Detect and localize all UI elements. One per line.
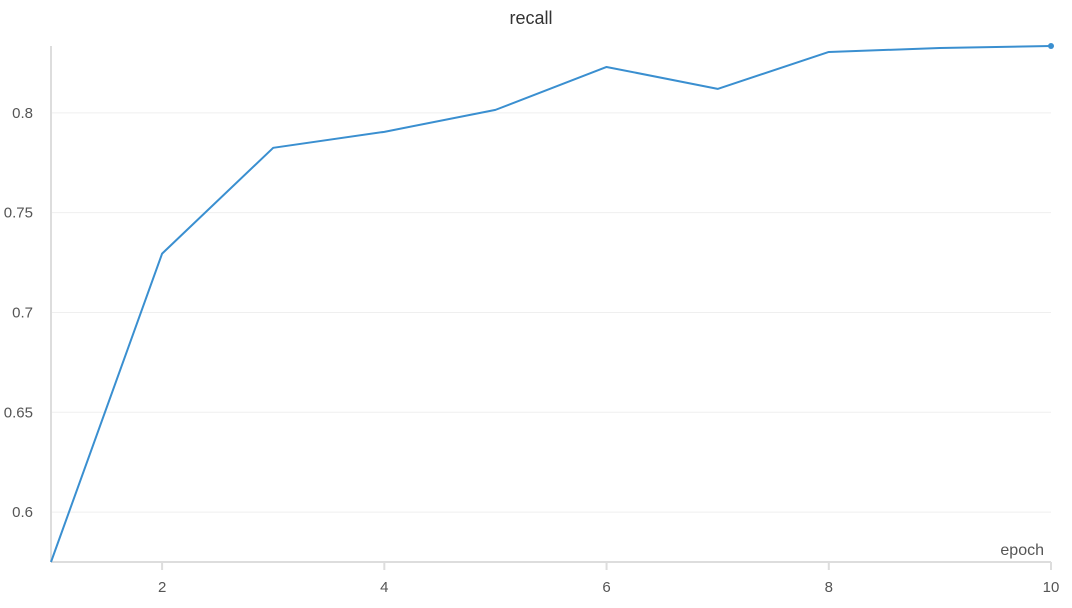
last-point-marker (1048, 43, 1054, 49)
x-tick-label: 8 (825, 579, 833, 596)
y-tick-label: 0.6 (12, 504, 33, 521)
x-tick-label: 2 (158, 579, 166, 596)
x-tick-label: 6 (602, 579, 610, 596)
x-axis-label: epoch (1000, 542, 1044, 559)
series-line (51, 46, 1051, 562)
tick-labels: 0.6 0.65 0.7 0.75 0.8 2 4 6 8 10 (4, 105, 1060, 596)
series-layer (51, 43, 1054, 562)
axes (51, 46, 1051, 570)
grid-lines (51, 113, 1051, 512)
y-tick-label: 0.8 (12, 105, 33, 122)
y-tick-label: 0.75 (4, 205, 33, 222)
x-tick-label: 10 (1043, 579, 1060, 596)
x-tick-label: 4 (380, 579, 388, 596)
y-tick-label: 0.65 (4, 404, 33, 421)
y-tick-label: 0.7 (12, 304, 33, 321)
